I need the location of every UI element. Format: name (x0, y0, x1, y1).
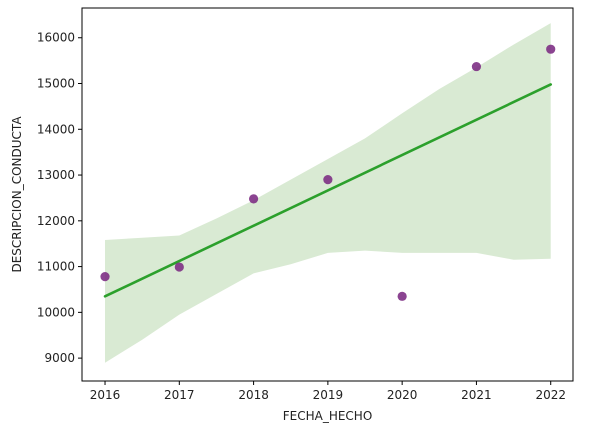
data-point (397, 291, 407, 301)
data-point (100, 272, 110, 282)
y-axis-label: DESCRIPCION_CONDUCTA (10, 116, 24, 273)
y-tick-label: 14000 (37, 122, 75, 136)
x-tick-label: 2016 (90, 388, 121, 402)
x-axis-label: FECHA_HECHO (283, 409, 373, 423)
data-point (248, 194, 259, 204)
data-point (546, 44, 556, 54)
y-tick-label: 12000 (37, 214, 75, 228)
y-tick-label: 16000 (37, 31, 75, 45)
x-tick-label: 2020 (387, 388, 418, 402)
y-axis: 9000 10000 11000 12000 13000 14000 15000 16000 (37, 31, 82, 365)
x-tick-label: 2019 (313, 388, 344, 402)
y-tick-label: 9000 (44, 351, 75, 365)
regression-line (103, 83, 553, 298)
y-tick-label: 10000 (37, 305, 75, 319)
x-tick-label: 2018 (238, 388, 269, 402)
data-point (174, 262, 184, 272)
y-tick-label: 15000 (37, 77, 75, 91)
plot-area (81, 7, 574, 382)
x-tick-label: 2021 (461, 388, 492, 402)
data-point (323, 175, 333, 185)
x-axis: 2016 2017 2018 2019 2020 2021 2022 (90, 381, 566, 402)
x-tick-label: 2022 (535, 388, 566, 402)
y-tick-label: 11000 (37, 260, 75, 274)
y-tick-label: 13000 (37, 168, 75, 182)
data-point (471, 61, 482, 72)
x-tick-label: 2017 (164, 388, 195, 402)
confidence-band (105, 23, 551, 363)
